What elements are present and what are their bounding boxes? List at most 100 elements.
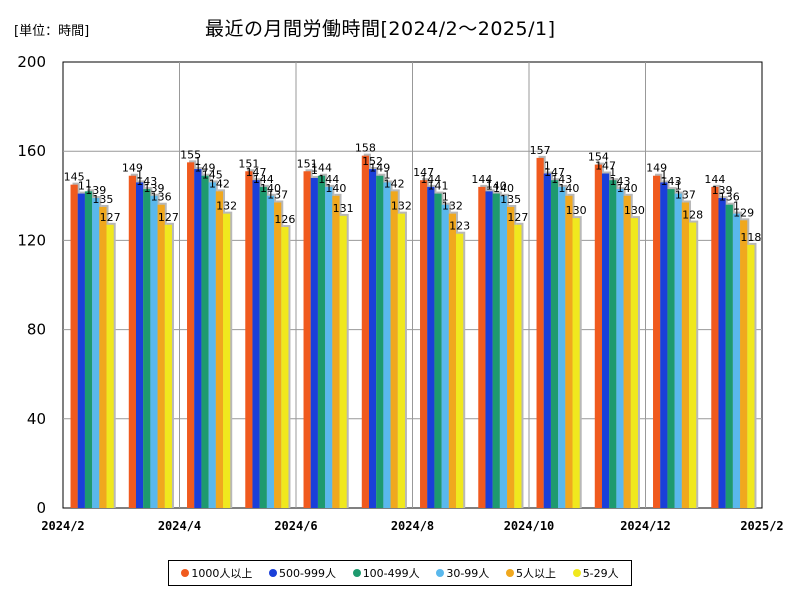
data-label: 140 <box>493 182 514 195</box>
bar <box>215 191 224 508</box>
data-label: 137 <box>267 188 288 201</box>
chart-legend: 1000人以上 500-999人 100-499人 30-99人 5人以上 5-29人 <box>168 560 632 586</box>
data-label: 1 <box>544 160 551 173</box>
bar <box>266 195 275 509</box>
data-label: 123 <box>449 220 470 233</box>
bar <box>339 215 347 508</box>
data-label: 135 <box>500 193 521 206</box>
data-label: 127 <box>507 211 528 224</box>
bar <box>747 244 755 509</box>
legend-item: 5人以上 <box>506 565 556 581</box>
legend-label: 5-29人 <box>582 567 619 580</box>
x-tick-label: 2024/4 <box>158 519 201 533</box>
data-label: 149 <box>122 162 143 175</box>
y-tick-label: 120 <box>17 231 46 249</box>
bar <box>623 195 631 509</box>
data-label: 1 <box>660 168 667 181</box>
bar <box>718 198 726 508</box>
data-label: 157 <box>530 144 551 157</box>
data-label: 1 <box>85 177 92 190</box>
data-label: 142 <box>209 177 230 190</box>
bar <box>99 206 107 508</box>
chart-title: 最近の月間労働時間[2024/2～2025/1] <box>205 18 556 40</box>
bar <box>667 189 675 509</box>
bar <box>732 213 741 508</box>
bar <box>550 180 559 508</box>
data-label: 130 <box>566 204 587 217</box>
data-label: 1 <box>311 164 318 177</box>
bar <box>77 193 85 508</box>
bar <box>485 191 493 508</box>
legend-marker <box>352 569 361 577</box>
data-label: 142 <box>384 177 405 190</box>
data-label: 147 <box>595 160 616 173</box>
data-label: 136 <box>151 191 172 204</box>
bar <box>543 173 551 508</box>
legend-label: 30-99人 <box>446 567 490 580</box>
y-tick-label: 160 <box>17 142 46 160</box>
bar <box>143 189 151 509</box>
bar <box>507 206 515 508</box>
data-label: 1 <box>609 166 616 179</box>
data-label: 158 <box>355 142 376 155</box>
bar <box>420 180 428 508</box>
data-label: 145 <box>202 168 223 181</box>
y-tick-label: 200 <box>17 53 46 71</box>
bar <box>252 180 260 508</box>
legend-label: 100-499人 <box>362 567 420 580</box>
legend-label: 5人以上 <box>516 567 556 580</box>
bar <box>317 175 326 509</box>
bar <box>434 193 442 508</box>
bar <box>208 182 216 509</box>
legend-item: 500-999人 <box>269 565 336 581</box>
bar <box>157 204 165 508</box>
data-label: 140 <box>486 180 507 193</box>
data-label: 144 <box>704 173 725 186</box>
data-label: 130 <box>624 204 645 217</box>
bar <box>630 218 638 508</box>
bar <box>325 186 333 508</box>
data-label: 1 <box>486 177 493 190</box>
unit-label: [単位：時間] <box>14 24 90 39</box>
y-tick-label: 0 <box>36 499 46 517</box>
bar <box>310 177 318 508</box>
data-label: 145 <box>64 171 85 184</box>
data-label: 140 <box>325 182 346 195</box>
data-label: 149 <box>646 162 667 175</box>
bar <box>194 169 202 509</box>
legend-marker <box>506 569 514 577</box>
data-label: 127 <box>100 211 121 224</box>
bar <box>572 218 580 508</box>
bar <box>332 195 340 509</box>
bar <box>601 173 610 508</box>
x-tick-label: 2024/12 <box>620 519 671 533</box>
data-label: 1 <box>383 168 390 181</box>
bar <box>84 191 93 508</box>
data-label: 1 <box>733 200 740 213</box>
bar <box>70 184 78 508</box>
data-label: 136 <box>719 191 740 204</box>
y-tick-label: 40 <box>27 410 46 428</box>
legend-item: 30-99人 <box>436 565 489 581</box>
bar <box>128 175 136 509</box>
bar <box>259 186 267 508</box>
bar <box>187 162 195 508</box>
data-label: 143 <box>661 175 682 188</box>
legend-item: 5-29人 <box>572 565 619 581</box>
data-label: 128 <box>682 209 703 222</box>
data-label: 127 <box>158 211 179 224</box>
bar <box>164 224 172 509</box>
data-label: 147 <box>246 166 267 179</box>
data-label: 144 <box>318 173 339 186</box>
bar <box>674 193 682 508</box>
data-label: 135 <box>92 193 113 206</box>
legend-item: 1000人以上 <box>181 565 252 581</box>
x-tick-label: 2025/2 <box>740 519 783 533</box>
bar <box>558 186 566 508</box>
data-label: 139 <box>712 184 733 197</box>
bar <box>274 202 282 509</box>
data-label: 147 <box>544 166 565 179</box>
bar <box>383 182 391 509</box>
bar <box>390 191 398 508</box>
bar <box>478 186 486 508</box>
